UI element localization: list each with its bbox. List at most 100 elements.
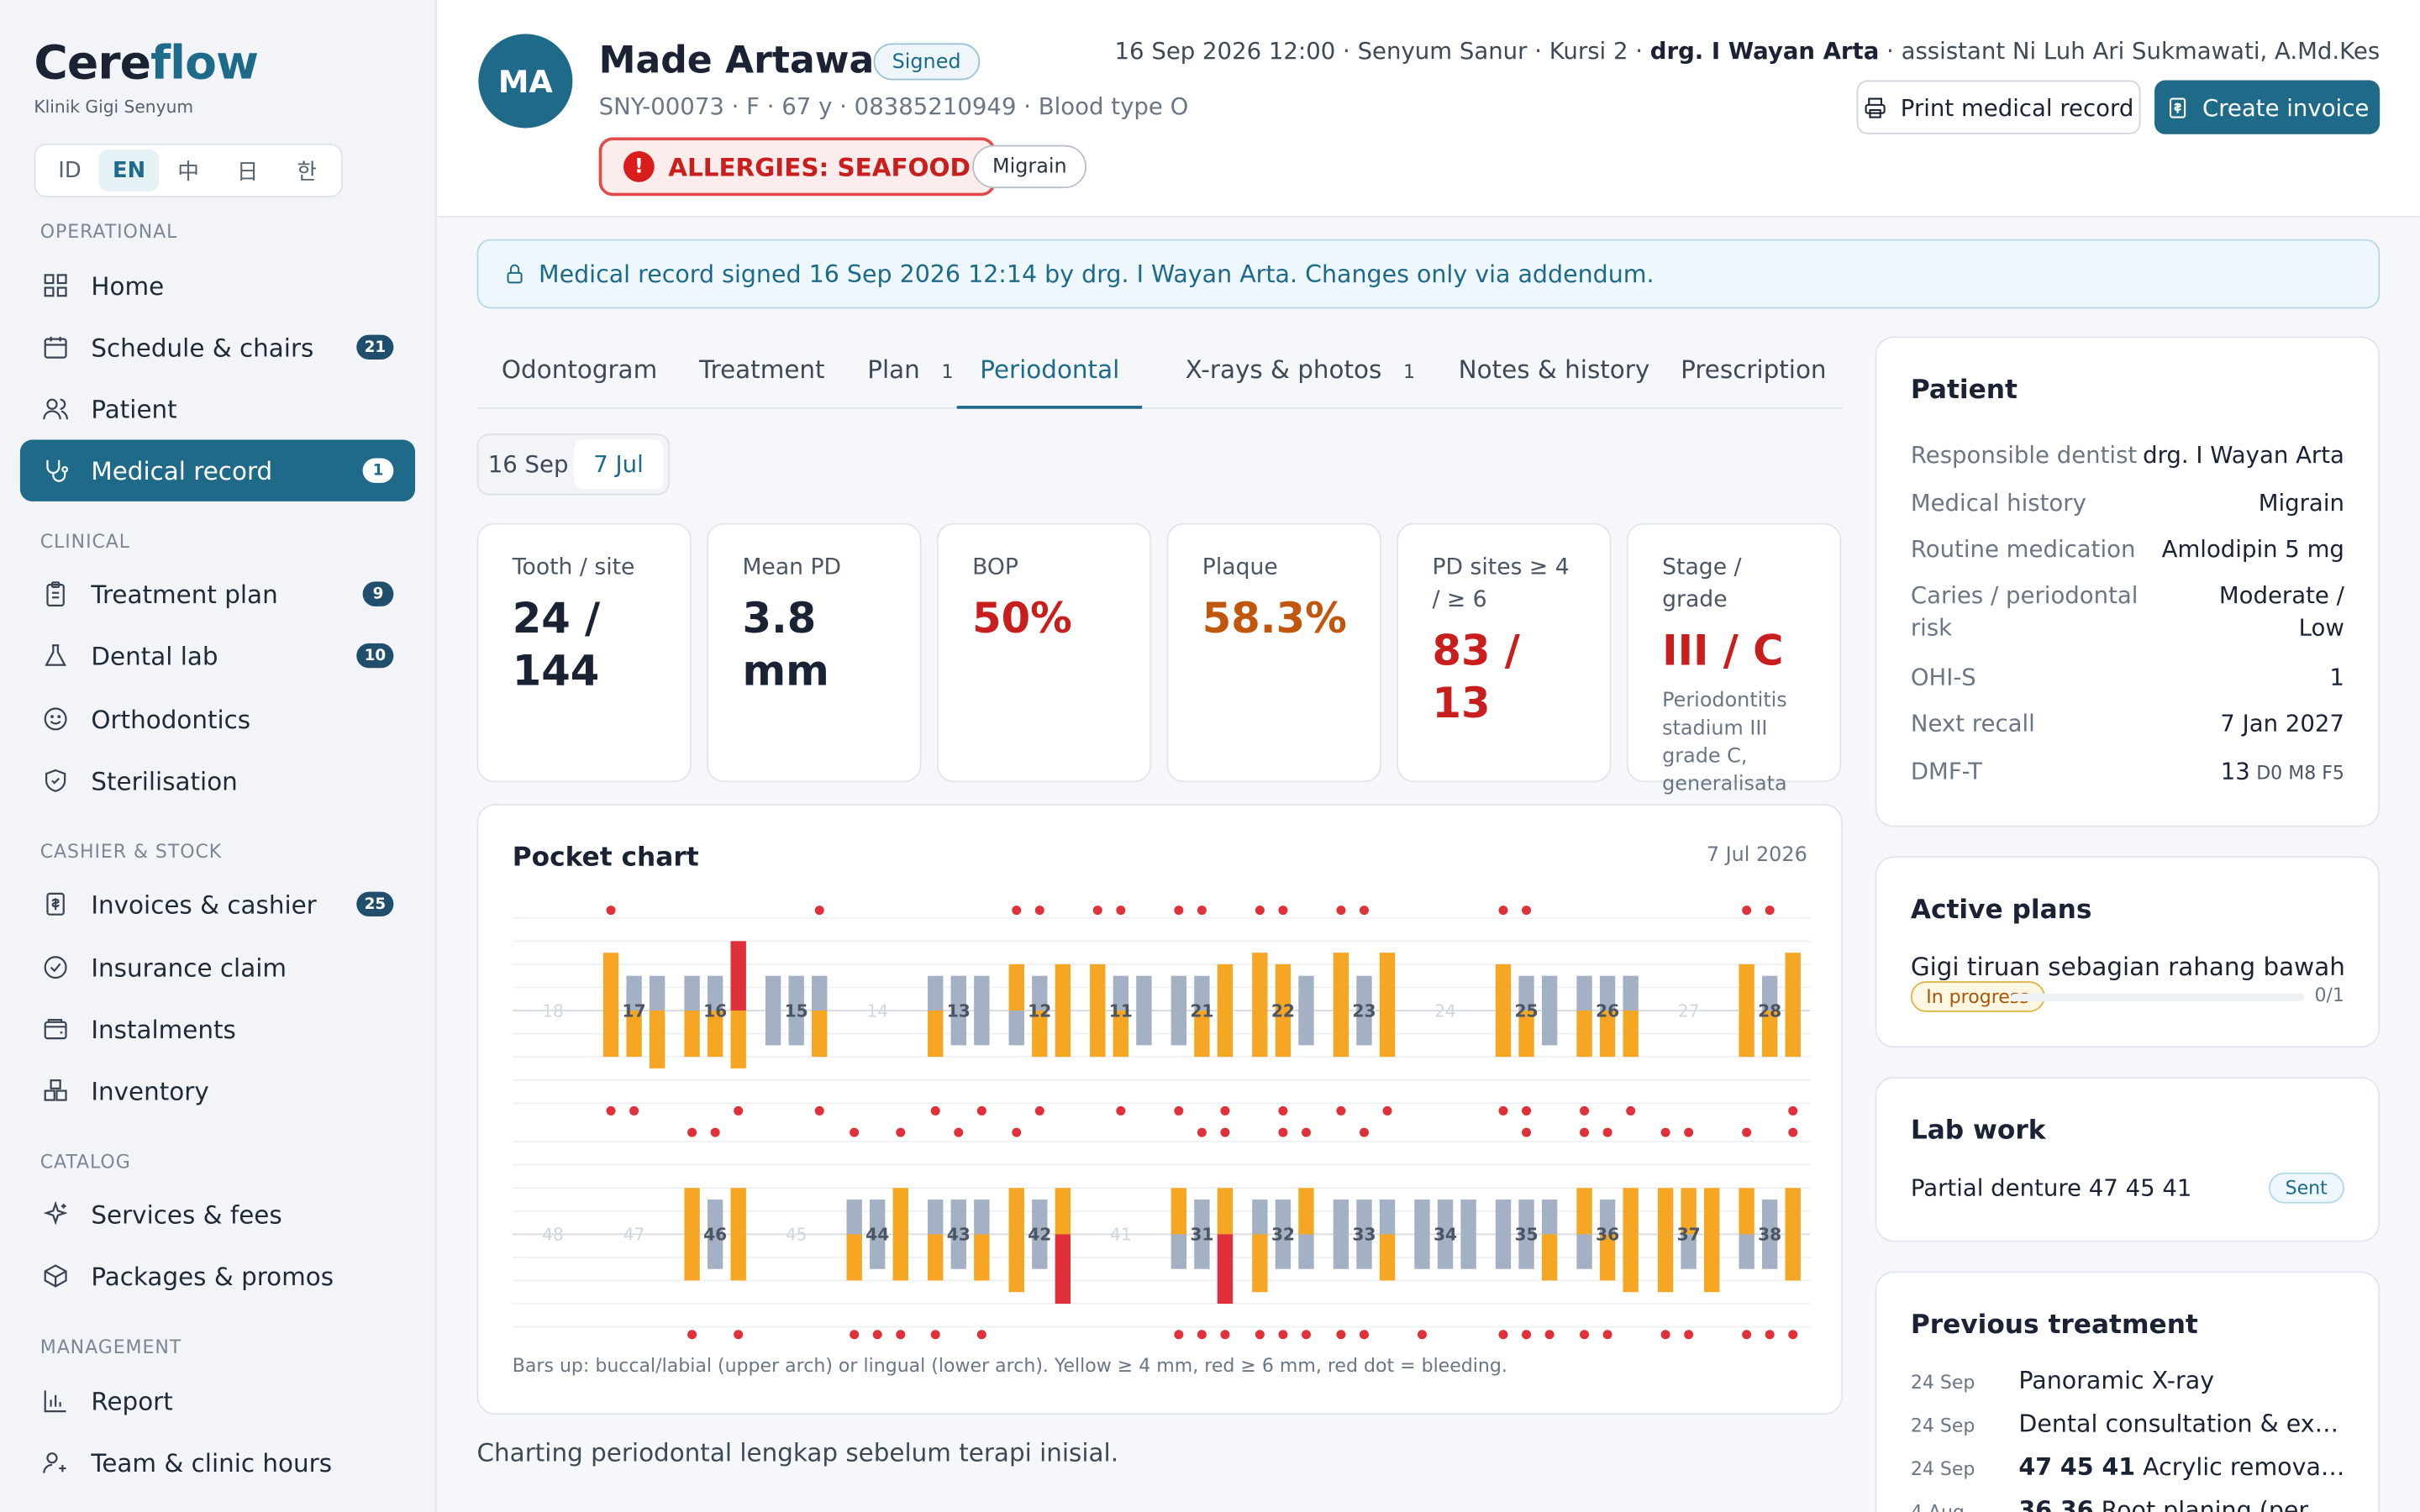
language-option-0[interactable]: ID	[58, 158, 82, 183]
info-key: Caries / periodontal risk	[1910, 581, 2139, 643]
plan-name[interactable]: Gigi tiruan sebagian rahang bawah	[1910, 952, 2345, 982]
sidebar-item-insurance-claim[interactable]: Insurance claim	[20, 937, 415, 998]
pocket-bar-up	[1541, 975, 1558, 1011]
sidebar-item-sterilisation[interactable]: Sterilisation	[20, 750, 415, 811]
tooth-number: 42	[1028, 1225, 1051, 1245]
sidebar-item-services-fees[interactable]: Services & fees	[20, 1184, 415, 1245]
create-invoice-button[interactable]: Create invoice	[2154, 80, 2381, 134]
tab-treatment[interactable]: Treatment	[699, 354, 825, 408]
bleeding-dot	[1788, 1330, 1798, 1340]
sidebar-item-orthodontics[interactable]: Orthodontics	[20, 688, 415, 749]
info-key: Responsible dentist	[1910, 441, 2138, 470]
tab-label: Treatment	[699, 354, 825, 385]
info-value: Migrain	[2258, 489, 2344, 517]
clinic-name: Klinik Gigi Senyum	[34, 97, 194, 118]
count-badge: 9	[362, 581, 394, 606]
sidebar-item-packages-promos[interactable]: Packages & promos	[20, 1245, 415, 1306]
lab-item-name[interactable]: Partial denture 47 45 41	[1910, 1173, 2192, 1202]
pocket-bar-down	[730, 1011, 746, 1068]
sidebar-item-schedule-chairs[interactable]: Schedule & chairs 21	[20, 317, 415, 378]
pocket-bar-down	[1136, 1011, 1152, 1046]
tab-odontogram[interactable]: Odontogram	[502, 354, 657, 408]
tab-prescription[interactable]: Prescription	[1681, 354, 1826, 408]
pocket-bar-up	[1252, 953, 1268, 1011]
pocket-bar-up	[707, 1200, 723, 1235]
shield-icon	[42, 767, 70, 795]
sidebar-item-label: Insurance claim	[91, 953, 287, 983]
tab-plan[interactable]: Plan 1	[867, 354, 953, 408]
bleeding-dot	[1197, 906, 1207, 916]
pocket-bar-down	[1055, 1234, 1071, 1305]
sidebar-item-invoices-cashier[interactable]: Invoices & cashier 25	[20, 874, 415, 935]
pocket-bar-down	[1113, 1011, 1129, 1058]
bleeding-dot	[872, 1330, 882, 1340]
treatment-row[interactable]: 24 Sep Panoramic X-ray	[1911, 1367, 2346, 1404]
sidebar-item-team-clinic-hours[interactable]: Team & clinic hours	[20, 1431, 415, 1493]
sidebar-item-patient[interactable]: Patient	[20, 378, 415, 439]
tab-notes-history[interactable]: Notes & history	[1459, 354, 1650, 408]
pocket-bar-down	[707, 1234, 723, 1269]
pocket-bar-down	[950, 1234, 966, 1269]
bleeding-dot	[1580, 1105, 1590, 1116]
pocket-bar-down	[1252, 1234, 1268, 1293]
pocket-bar-up	[1761, 1200, 1778, 1235]
language-option-3[interactable]: 日	[236, 160, 259, 185]
pocket-bar-up	[974, 975, 990, 1011]
visit-info: 16 Sep 2026 12:00 · Senyum Sanur · Kursi…	[1114, 37, 2381, 66]
sidebar-item-instalments[interactable]: Instalments	[20, 998, 415, 1059]
pocket-bar-down	[974, 1011, 990, 1046]
info-value: Moderate / Low	[2218, 581, 2344, 643]
bleeding-dot	[1498, 1330, 1508, 1340]
count-badge: 25	[356, 891, 394, 916]
bleeding-dot	[1788, 1105, 1798, 1116]
pocket-bar-down	[870, 1234, 886, 1269]
pocket-bar-down	[1194, 1011, 1210, 1058]
language-option-2[interactable]: 中	[177, 160, 199, 185]
tooth-number: 44	[865, 1225, 889, 1245]
tab-x-rays-photos[interactable]: X-rays & photos 1	[1186, 354, 1415, 408]
exam-date-option[interactable]: 16 Sep	[487, 450, 569, 479]
sidebar-item-home[interactable]: Home	[20, 255, 415, 316]
pocket-bar-down	[892, 1234, 908, 1281]
language-option-1[interactable]: EN	[99, 150, 159, 192]
bleeding-dot	[1660, 1330, 1670, 1340]
treatment-date: 4 Aug	[1910, 1501, 1965, 1512]
pocket-bar-up	[1008, 963, 1024, 1011]
sidebar-item-label: Report	[91, 1386, 173, 1416]
bleeding-dot	[976, 1330, 986, 1340]
treatment-row[interactable]: 4 Aug 36 36 Root planing (per quadrant)	[1911, 1497, 2346, 1512]
pocket-bar-up	[1171, 975, 1187, 1011]
sidebar-item-label: Sterilisation	[91, 765, 238, 795]
pocket-bar-down	[765, 1011, 781, 1046]
sidebar-item-dental-lab[interactable]: Dental lab 10	[20, 625, 415, 686]
info-value: 7 Jan 2027	[2220, 709, 2344, 738]
pocket-bar-up	[1704, 1188, 1720, 1235]
sidebar-item-treatment-plan[interactable]: Treatment plan 9	[20, 563, 415, 624]
exam-date-option[interactable]: 7 Jul	[573, 439, 664, 490]
pocket-bar-down	[1171, 1234, 1187, 1269]
sidebar-item-medical-record[interactable]: Medical record 1	[19, 439, 416, 501]
sidebar-item-inventory[interactable]: Inventory	[20, 1060, 415, 1121]
tab-label: Odontogram	[501, 354, 658, 385]
stat-card: PD sites ≥ 4 / ≥ 6 83 / 13	[1397, 522, 1612, 783]
pocket-bar-down	[1785, 1234, 1801, 1281]
print-record-button[interactable]: Print medical record	[1856, 80, 2141, 134]
bleeding-dot	[1359, 906, 1369, 916]
sidebar-item-report[interactable]: Report	[20, 1370, 415, 1431]
bleeding-dot	[1301, 1127, 1311, 1137]
pocket-bar-up	[1136, 975, 1152, 1011]
tab-periodontal[interactable]: Periodontal	[956, 354, 1143, 409]
patient-panel-title: Patient	[1910, 375, 2018, 407]
brand-logo[interactable]: Cereflow	[34, 37, 259, 92]
language-option-4[interactable]: 한	[297, 160, 318, 185]
pocket-bar-down	[1761, 1011, 1778, 1058]
pocket-bar-up	[1599, 1200, 1616, 1235]
bleeding-dot	[1522, 906, 1532, 916]
bleeding-dot	[1742, 906, 1752, 916]
treatment-row[interactable]: 24 Sep Dental consultation & examination	[1911, 1410, 2346, 1447]
treatment-row[interactable]: 24 Sep 47 45 41 Acrylic removable partial…	[1911, 1453, 2346, 1490]
bleeding-dot	[1174, 1330, 1184, 1340]
printer-icon	[1865, 97, 1886, 118]
sidebar-item-label: Services & fees	[91, 1200, 282, 1229]
stat-value: 58.3%	[1202, 595, 1347, 643]
